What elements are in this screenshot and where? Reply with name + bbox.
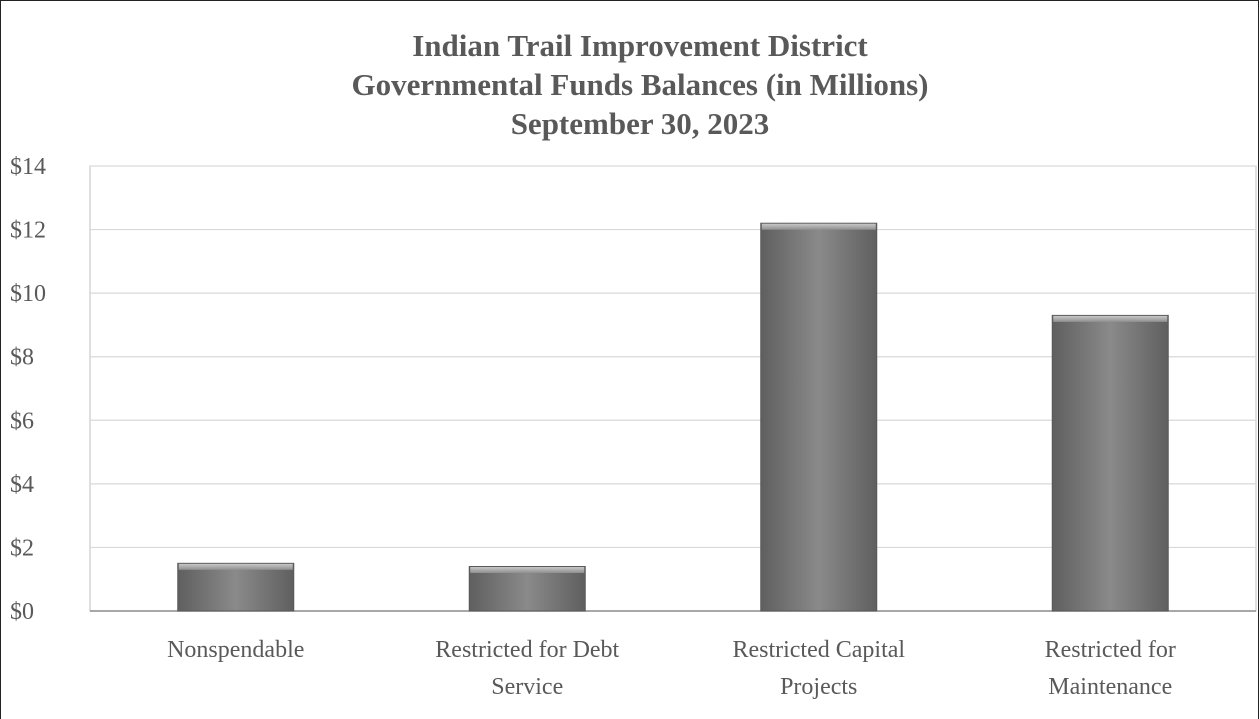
x-tick-label: Restricted Capital bbox=[732, 637, 905, 663]
chart-title: Indian Trail Improvement District Govern… bbox=[0, 26, 1260, 143]
y-tick-label: $14 bbox=[10, 154, 46, 180]
bar-top-bevel bbox=[178, 563, 293, 570]
x-tick-label: Projects bbox=[780, 674, 857, 700]
y-tick-label: $10 bbox=[10, 281, 46, 307]
y-tick-label: $6 bbox=[10, 408, 34, 434]
x-tick-label: Maintenance bbox=[1048, 674, 1172, 700]
y-tick-label: $8 bbox=[10, 345, 34, 371]
bar-top-bevel bbox=[1053, 315, 1168, 322]
bar-top-bevel bbox=[470, 567, 585, 573]
y-tick-label: $4 bbox=[10, 472, 34, 498]
bar bbox=[760, 222, 878, 612]
x-tick-label: Restricted for Debt bbox=[435, 637, 619, 663]
bar bbox=[1051, 314, 1169, 612]
bar bbox=[177, 562, 295, 612]
x-tick-label: Service bbox=[491, 674, 563, 700]
chart-title-line-2: Governmental Funds Balances (in Millions… bbox=[351, 67, 929, 102]
chart-title-line-3: September 30, 2023 bbox=[510, 106, 770, 141]
bar-top-bevel bbox=[761, 223, 876, 230]
chart-title-line-1: Indian Trail Improvement District bbox=[412, 28, 868, 63]
y-tick-label: $0 bbox=[10, 599, 34, 625]
x-tick-label: Restricted for bbox=[1045, 637, 1176, 663]
plot-area: $0 $2 $4 $6 $8 $10 $12 $14 Nonspendable Restricte… bbox=[10, 154, 1257, 700]
y-tick-label: $12 bbox=[10, 218, 46, 244]
y-tick-label: $2 bbox=[10, 535, 34, 561]
bar bbox=[468, 566, 586, 612]
x-tick-label: Nonspendable bbox=[167, 637, 304, 663]
